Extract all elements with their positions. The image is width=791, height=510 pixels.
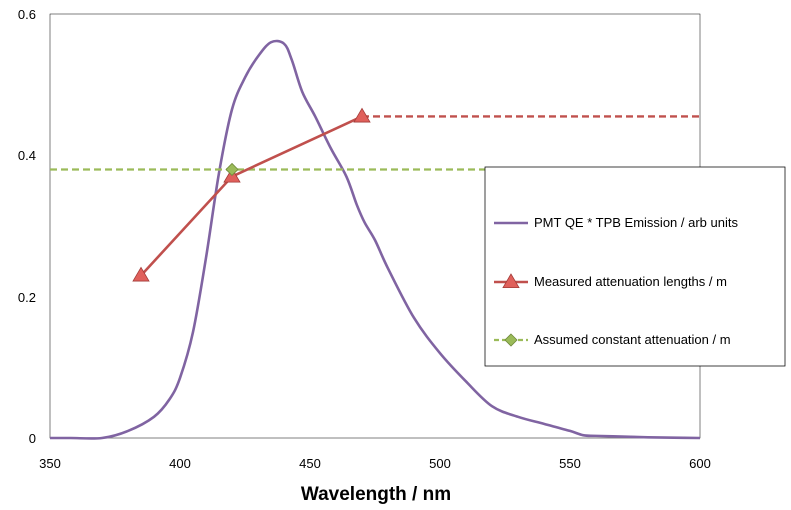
y-axis-ticks: 0 0.2 0.4 0.6 (18, 7, 36, 446)
y-tick-label: 0.4 (18, 148, 36, 163)
x-axis-title: Wavelength / nm (301, 484, 451, 505)
legend: PMT QE * TPB Emission / arb units Measur… (484, 166, 786, 367)
y-tick-label: 0 (29, 431, 36, 446)
x-tick-label: 450 (299, 456, 321, 471)
series-emission-line (49, 39, 701, 440)
x-axis-ticks: 350 400 450 500 550 600 (39, 456, 711, 471)
x-tick-label: 550 (559, 456, 581, 471)
legend-label-measured: Measured attenuation lengths / m (534, 274, 727, 289)
legend-box (484, 166, 786, 367)
legend-label-assumed: Assumed constant attenuation / m (534, 332, 731, 347)
legend-marker-assumed (504, 333, 518, 347)
legend-marker-measured (502, 273, 520, 289)
y-tick-label: 0.6 (18, 7, 36, 22)
measured-point (132, 266, 150, 282)
y-tick-label: 0.2 (18, 290, 36, 305)
legend-label-emission: PMT QE * TPB Emission / arb units (534, 215, 738, 230)
x-tick-label: 500 (429, 456, 451, 471)
measured-point (353, 107, 371, 123)
assumed-point (225, 162, 239, 177)
x-tick-label: 600 (689, 456, 711, 471)
x-tick-label: 400 (169, 456, 191, 471)
x-tick-label: 350 (39, 456, 61, 471)
legend-swatches (494, 221, 528, 347)
